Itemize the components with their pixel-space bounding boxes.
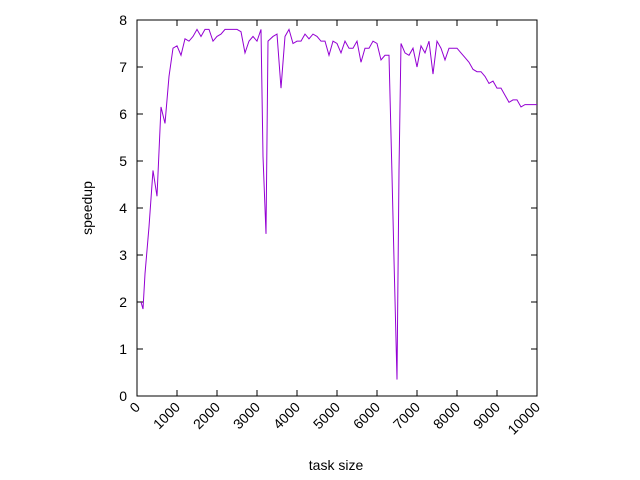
y-tick-label: 1 [119, 341, 127, 357]
y-tick-label: 6 [119, 106, 127, 122]
y-axis-label: speedup [79, 181, 95, 235]
x-tick-label: 5000 [310, 399, 343, 432]
y-tick-label: 8 [119, 12, 127, 28]
plot-frame [136, 19, 538, 397]
y-tick-label: 0 [119, 388, 127, 404]
y-tick-label: 4 [119, 200, 127, 216]
x-tick-label: 0 [126, 399, 143, 416]
y-tick-label: 3 [119, 247, 127, 263]
y-tick-label: 2 [119, 294, 127, 310]
x-tick-label: 9000 [470, 399, 503, 432]
y-tick-label: 7 [119, 59, 127, 75]
x-tick-label: 4000 [270, 399, 303, 432]
x-tick-label: 2000 [190, 399, 223, 432]
x-tick-label: 8000 [430, 399, 463, 432]
x-tick-label: 3000 [230, 399, 263, 432]
x-axis-label: task size [309, 457, 364, 473]
x-tick-label: 10000 [504, 399, 543, 438]
data-line [140, 28, 537, 380]
x-tick-label: 1000 [150, 399, 183, 432]
y-tick-label: 5 [119, 153, 127, 169]
x-tick-label: 6000 [350, 399, 383, 432]
x-tick-label: 7000 [390, 399, 423, 432]
